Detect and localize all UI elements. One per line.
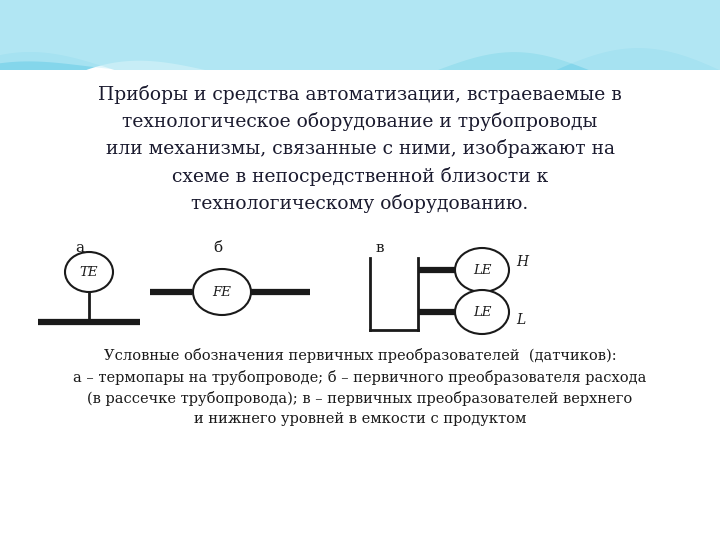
Polygon shape [0,0,720,107]
Text: б: б [213,241,222,255]
Text: в: в [376,241,384,255]
Text: LE: LE [473,306,491,319]
Ellipse shape [193,269,251,315]
Polygon shape [0,0,720,159]
Text: LE: LE [473,264,491,276]
Text: Приборы и средства автоматизации, встраеваемые в
технологическое оборудование и : Приборы и средства автоматизации, встрае… [98,85,622,213]
Text: FE: FE [212,286,231,299]
Text: TE: TE [80,266,98,279]
Text: L: L [516,313,526,327]
Ellipse shape [455,248,509,292]
Text: H: H [516,255,528,269]
Text: Условные обозначения первичных преобразователей  (датчиков):
а – термопары на тр: Условные обозначения первичных преобразо… [73,348,647,426]
Polygon shape [0,0,720,94]
Ellipse shape [65,252,113,292]
Text: а: а [76,241,84,255]
Bar [0,70,720,540]
Ellipse shape [455,290,509,334]
